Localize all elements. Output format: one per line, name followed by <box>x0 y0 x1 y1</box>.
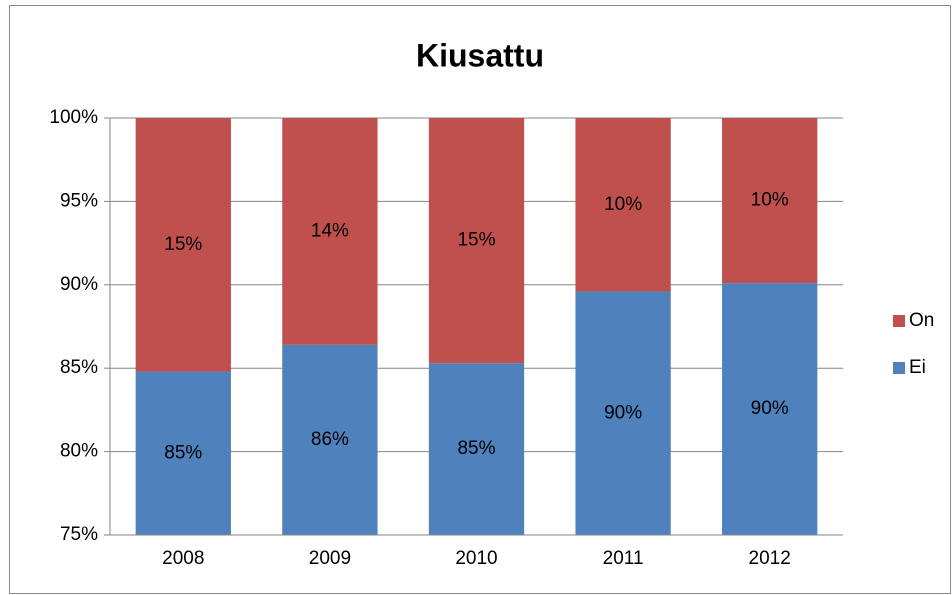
bar-segment <box>575 291 671 535</box>
data-label: 10% <box>751 190 789 211</box>
chart-title: Kiusattu <box>416 37 544 73</box>
y-tick-label: 75% <box>60 524 98 545</box>
bar-segment <box>428 363 525 535</box>
legend-label: On <box>909 310 934 331</box>
y-tick-label: 90% <box>60 274 98 295</box>
bar-segment <box>282 344 378 535</box>
x-tick-label: 2009 <box>309 548 351 569</box>
bar-segment <box>135 118 231 372</box>
x-tick-label: 2008 <box>162 548 204 569</box>
data-label: 86% <box>311 429 349 450</box>
legend-swatch <box>893 362 905 374</box>
y-tick-label: 100% <box>49 107 98 128</box>
x-tick-label: 2012 <box>749 548 791 569</box>
y-tick-label: 85% <box>60 357 98 378</box>
legend-label: Ei <box>909 357 926 378</box>
x-tick-label: 2010 <box>455 548 497 569</box>
data-label: 10% <box>604 194 642 215</box>
bar-segment <box>428 118 525 364</box>
y-tick-label: 95% <box>60 190 98 211</box>
data-label: 90% <box>604 402 642 423</box>
bar-segment <box>722 283 818 535</box>
y-tick-label: 80% <box>60 441 98 462</box>
bar-segment <box>135 371 231 535</box>
legend-swatch <box>893 315 905 327</box>
bar-segment <box>575 118 671 292</box>
bar-segment <box>282 118 378 345</box>
data-label: 85% <box>164 442 202 463</box>
data-label: 15% <box>164 234 202 255</box>
data-label: 85% <box>457 438 495 459</box>
x-tick-label: 2011 <box>603 548 644 569</box>
bar-segment <box>722 118 818 284</box>
data-label: 90% <box>751 398 789 419</box>
data-label: 14% <box>311 220 349 241</box>
data-label: 15% <box>457 230 495 251</box>
